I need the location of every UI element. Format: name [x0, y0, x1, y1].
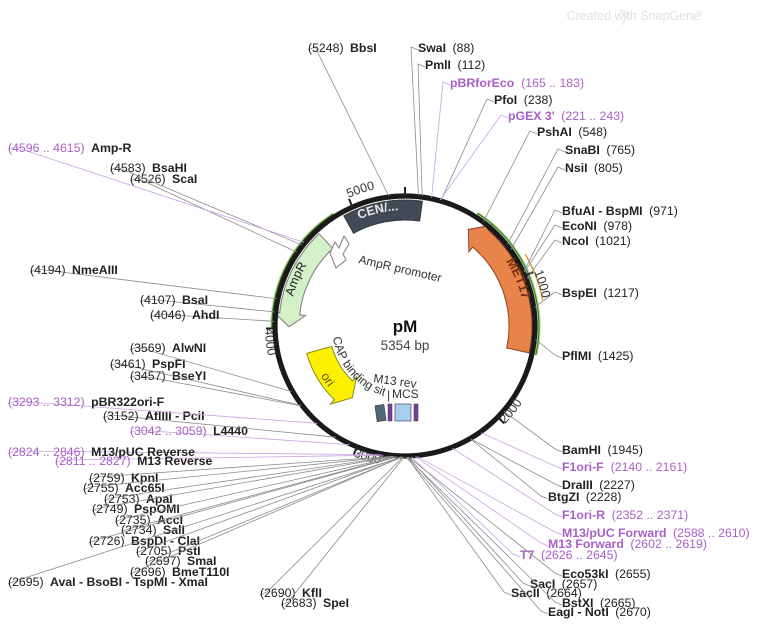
svg-text:(1425): (1425) — [598, 349, 634, 363]
svg-text:(971): (971) — [649, 204, 678, 218]
svg-text:(3461): (3461) — [110, 357, 146, 371]
svg-text:SpeI: SpeI — [323, 596, 349, 610]
svg-text:EagI - NotI: EagI - NotI — [548, 605, 609, 619]
svg-text:M13/pUC Reverse: M13/pUC Reverse — [91, 445, 195, 459]
svg-text:(805): (805) — [594, 161, 623, 175]
svg-text:(221 .. 243): (221 .. 243) — [561, 109, 624, 123]
svg-text:AvaI - BsoBI - TspMI - XmaI: AvaI - BsoBI - TspMI - XmaI — [50, 575, 208, 589]
svg-text:BsaI: BsaI — [182, 293, 208, 307]
svg-text:PspFI: PspFI — [152, 357, 185, 371]
svg-text:5000: 5000 — [344, 179, 375, 201]
svg-text:(2695): (2695) — [8, 575, 44, 589]
svg-text:|: | — [387, 388, 390, 402]
svg-text:(3293 .. 3312): (3293 .. 3312) — [8, 395, 85, 409]
svg-text:(2626 .. 2645): (2626 .. 2645) — [541, 548, 618, 562]
svg-text:(1217): (1217) — [603, 286, 639, 300]
svg-text:AmpR promoter: AmpR promoter — [357, 252, 443, 285]
svg-text:BamHI: BamHI — [562, 443, 601, 457]
svg-text:(3569): (3569) — [130, 341, 166, 355]
svg-text:(2140 .. 2161): (2140 .. 2161) — [611, 460, 688, 474]
svg-text:(2228): (2228) — [586, 490, 622, 504]
svg-text:BseYI: BseYI — [172, 369, 206, 383]
svg-text:(2683): (2683) — [281, 596, 317, 610]
svg-text:(2602 .. 2619): (2602 .. 2619) — [630, 537, 707, 551]
svg-text:(3042 .. 3059): (3042 .. 3059) — [130, 424, 207, 438]
svg-text:®: ® — [697, 9, 703, 18]
svg-text:EcoNI: EcoNI — [562, 219, 597, 233]
svg-text:NmeAIII: NmeAIII — [72, 263, 118, 277]
svg-text:PfoI: PfoI — [494, 93, 517, 107]
svg-text:(2726): (2726) — [89, 534, 125, 548]
svg-text:(4194): (4194) — [30, 263, 66, 277]
svg-text:(4596 .. 4615): (4596 .. 4615) — [8, 141, 85, 155]
svg-text:(165 .. 183): (165 .. 183) — [521, 76, 584, 90]
svg-text:pBR322ori-F: pBR322ori-F — [91, 395, 165, 409]
svg-text:(4107): (4107) — [140, 293, 176, 307]
svg-text:PshAI: PshAI — [537, 125, 572, 139]
svg-text:SwaI: SwaI — [418, 41, 446, 55]
svg-text:(112): (112) — [457, 58, 485, 72]
svg-text:(238): (238) — [524, 93, 553, 107]
svg-text:(3152): (3152) — [103, 409, 139, 423]
svg-text:AhdI: AhdI — [192, 308, 219, 322]
svg-text:(1021): (1021) — [595, 234, 631, 248]
svg-text:(1945): (1945) — [607, 443, 643, 457]
svg-text:MCS: MCS — [392, 387, 419, 401]
svg-text:BbsI: BbsI — [350, 41, 377, 55]
svg-text:(2655): (2655) — [615, 567, 651, 581]
svg-text:BfuAI - BspMI: BfuAI - BspMI — [562, 204, 643, 218]
svg-text:BspEI: BspEI — [562, 286, 597, 300]
svg-text:(88): (88) — [453, 41, 475, 55]
svg-text:F1ori-F: F1ori-F — [562, 460, 604, 474]
svg-text:BsaHI: BsaHI — [152, 161, 187, 175]
svg-text:AlwNI: AlwNI — [172, 341, 206, 355]
svg-text:PmlI: PmlI — [425, 58, 451, 72]
svg-text:PflMI: PflMI — [562, 349, 591, 363]
svg-text:F1ori-R: F1ori-R — [562, 508, 605, 522]
svg-text:NsiI: NsiI — [565, 161, 588, 175]
svg-text:(2670): (2670) — [615, 605, 651, 619]
svg-text:(978): (978) — [603, 219, 632, 233]
svg-text:(2824 .. 2846): (2824 .. 2846) — [8, 445, 85, 459]
svg-text:BtgZI: BtgZI — [548, 490, 579, 504]
svg-text:pGEX 3': pGEX 3' — [508, 109, 555, 123]
svg-text:(4583): (4583) — [110, 161, 146, 175]
svg-text:pBRforEco: pBRforEco — [450, 76, 515, 90]
svg-text:Amp-R: Amp-R — [91, 141, 131, 155]
svg-text:(3457): (3457) — [130, 369, 166, 383]
svg-text:SnaBI: SnaBI — [565, 143, 600, 157]
svg-text:(5248): (5248) — [308, 41, 344, 55]
svg-text:Created with SnapGene: Created with SnapGene — [567, 9, 700, 23]
svg-text:(765): (765) — [606, 143, 635, 157]
svg-text:NcoI: NcoI — [562, 234, 589, 248]
svg-text:(2352 .. 2371): (2352 .. 2371) — [612, 508, 689, 522]
svg-text:pM: pM — [393, 317, 418, 336]
svg-text:(4046): (4046) — [150, 308, 186, 322]
svg-text:5354 bp: 5354 bp — [381, 338, 430, 353]
svg-text:(548): (548) — [578, 125, 607, 139]
svg-text:L4440: L4440 — [213, 424, 248, 438]
